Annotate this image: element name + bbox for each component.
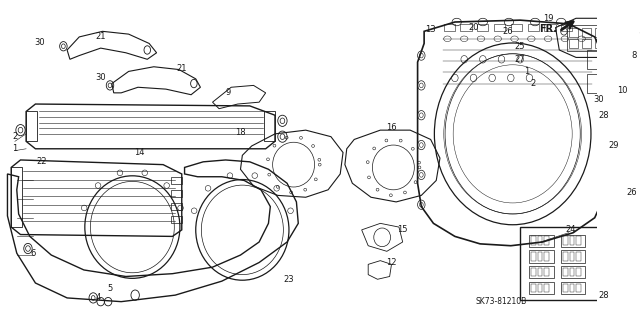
Bar [444, 24, 455, 31]
Text: 28: 28 [598, 111, 609, 120]
Bar [582, 28, 591, 37]
Text: SK73-81210B: SK73-81210B [476, 297, 527, 306]
Bar [529, 266, 554, 278]
Bar [563, 252, 568, 261]
Bar [563, 268, 568, 277]
Bar [576, 284, 580, 292]
Bar [595, 39, 604, 48]
Bar [171, 203, 182, 210]
Bar [171, 177, 182, 184]
Text: 30: 30 [95, 73, 106, 82]
Text: 27: 27 [515, 55, 525, 64]
Bar [538, 252, 543, 261]
Text: 30: 30 [34, 38, 44, 47]
Bar [171, 190, 182, 197]
Bar [563, 236, 568, 245]
Bar [570, 284, 574, 292]
Bar [545, 252, 549, 261]
Bar [538, 268, 543, 277]
Bar [531, 284, 536, 292]
Bar [529, 250, 554, 263]
Bar [588, 50, 604, 69]
Bar [171, 216, 182, 223]
Bar [494, 24, 505, 31]
Text: 8: 8 [631, 51, 637, 60]
Bar [567, 25, 611, 51]
Text: 12: 12 [387, 258, 397, 267]
Text: 29: 29 [608, 142, 619, 151]
Bar [527, 24, 539, 31]
Text: 20: 20 [468, 23, 479, 32]
Text: FR.: FR. [540, 25, 557, 34]
Text: 1: 1 [524, 67, 529, 76]
Bar [595, 28, 604, 37]
Bar [576, 252, 580, 261]
Bar [561, 234, 586, 247]
Text: 21: 21 [177, 64, 187, 73]
Bar [477, 24, 488, 31]
Bar [511, 24, 522, 31]
Text: 18: 18 [235, 128, 246, 137]
Bar [570, 268, 574, 277]
Bar [538, 236, 543, 245]
Bar [563, 284, 568, 292]
Bar [582, 39, 591, 48]
Text: 26: 26 [502, 27, 513, 36]
Bar [529, 234, 554, 247]
Text: 2: 2 [531, 79, 536, 88]
Bar [531, 252, 536, 261]
Text: 9: 9 [226, 88, 231, 97]
Bar [576, 236, 580, 245]
Text: 10: 10 [618, 85, 628, 94]
Bar [545, 268, 549, 277]
Text: 16: 16 [386, 123, 397, 132]
Text: 21: 21 [95, 33, 106, 41]
Bar [561, 266, 586, 278]
Bar [568, 39, 578, 48]
Text: 26: 26 [627, 188, 637, 197]
Text: 24: 24 [565, 226, 576, 234]
Text: 1: 1 [12, 144, 17, 153]
Bar [561, 24, 572, 31]
Bar [570, 252, 574, 261]
Text: 25: 25 [515, 42, 525, 51]
Text: 23: 23 [284, 275, 294, 284]
Bar [588, 74, 604, 93]
Text: 22: 22 [36, 157, 47, 166]
Bar [576, 268, 580, 277]
Text: 4: 4 [95, 293, 100, 302]
Bar [545, 236, 549, 245]
Text: 28: 28 [598, 291, 609, 300]
Text: 6: 6 [30, 249, 35, 258]
Text: 5: 5 [108, 284, 113, 293]
Bar [538, 284, 543, 292]
Bar [570, 236, 574, 245]
Bar [545, 284, 549, 292]
Text: 11: 11 [638, 33, 640, 41]
Bar [264, 112, 275, 141]
Bar [531, 268, 536, 277]
Text: 30: 30 [593, 95, 604, 104]
Bar [460, 24, 472, 31]
Bar [561, 282, 586, 294]
Text: 2: 2 [12, 132, 17, 141]
Bar [545, 24, 556, 31]
Text: 13: 13 [426, 25, 436, 34]
Bar [568, 28, 578, 37]
Bar [26, 112, 37, 141]
Bar [529, 282, 554, 294]
Bar [11, 167, 22, 227]
Bar [531, 236, 536, 245]
Bar [561, 250, 586, 263]
Bar [520, 227, 602, 300]
Text: 15: 15 [397, 226, 408, 234]
Text: 19: 19 [543, 14, 554, 23]
Text: 14: 14 [134, 148, 145, 157]
